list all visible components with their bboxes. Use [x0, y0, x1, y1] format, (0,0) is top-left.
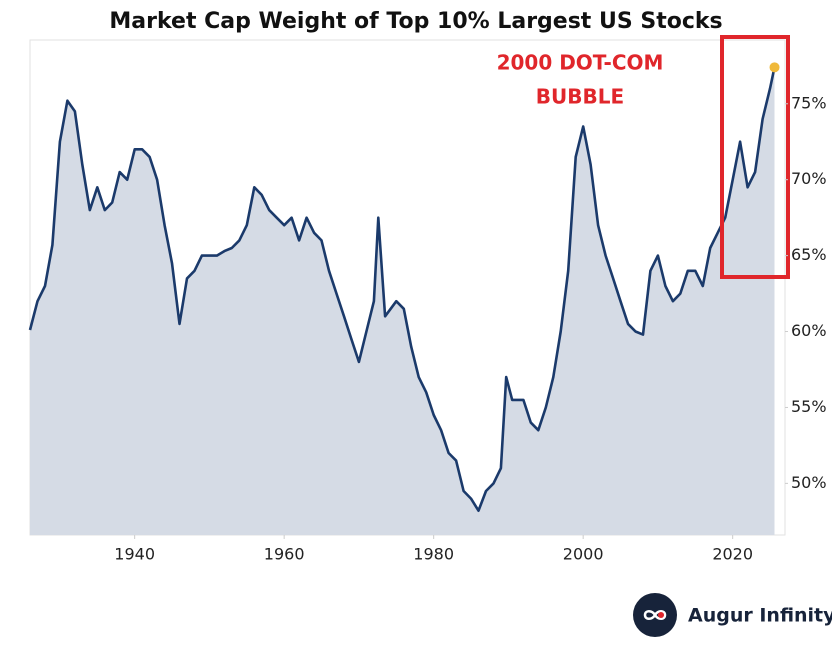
- line: [28, 67, 776, 512]
- x-tick-label: 1980: [413, 545, 454, 564]
- y-tick-label: 50%: [791, 473, 827, 492]
- plot-area: [28, 62, 780, 536]
- y-tick-label: 60%: [791, 321, 827, 340]
- y-tick-label: 70%: [791, 169, 827, 188]
- area: [30, 67, 775, 536]
- x-tick-label: 2000: [563, 545, 604, 564]
- highlight-box: [720, 35, 790, 279]
- y-tick-label: 55%: [791, 397, 827, 416]
- x-tick-label: 2020: [712, 545, 753, 564]
- y-tick-label: 65%: [791, 245, 827, 264]
- brand-name: Augur Infinity: [688, 605, 832, 627]
- x-tick-label: 1960: [264, 545, 305, 564]
- y-tick-label: 75%: [791, 93, 827, 112]
- last-point: [769, 62, 780, 73]
- brand-logo: [633, 593, 677, 637]
- annotation: 2000 DOT-COM: [497, 51, 664, 75]
- chart-title: Market Cap Weight of Top 10% Largest US …: [109, 9, 722, 34]
- x-tick-label: 1940: [114, 545, 155, 564]
- annotation: BUBBLE: [536, 85, 624, 109]
